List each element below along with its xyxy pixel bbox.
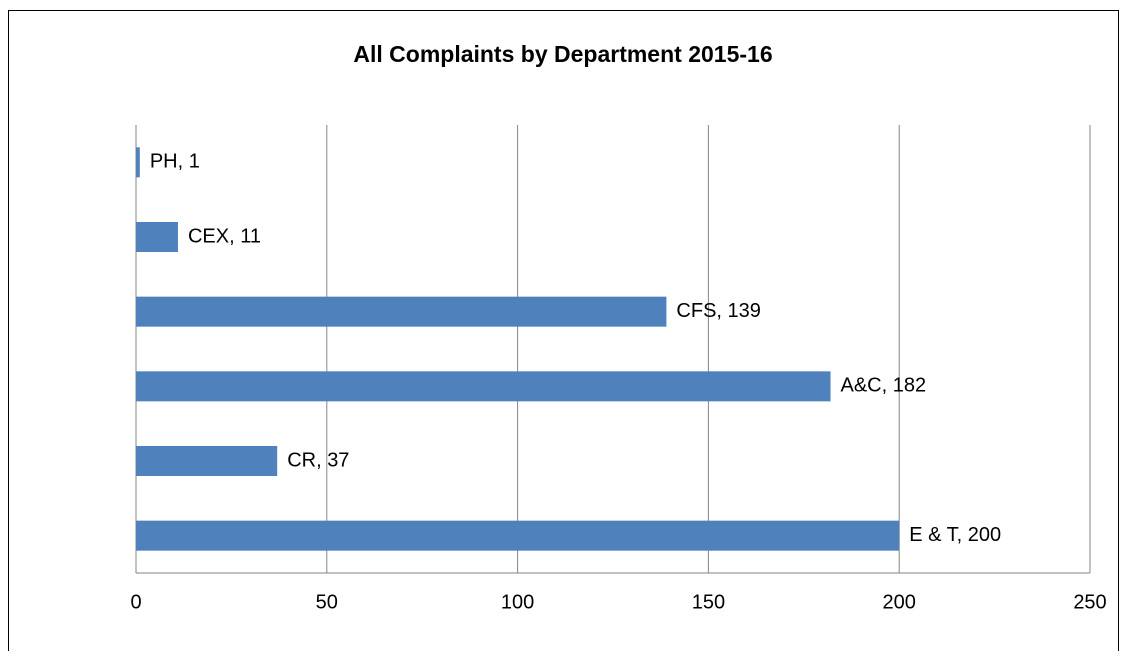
bar — [136, 446, 278, 476]
x-tick-label: 150 — [692, 591, 725, 613]
x-tick-label: 50 — [316, 591, 338, 613]
data-label: CEX, 11 — [188, 225, 261, 247]
data-label: PH, 1 — [150, 151, 200, 173]
bar — [136, 296, 667, 327]
bar — [136, 520, 900, 551]
bar — [136, 147, 140, 178]
data-label: CFS, 139 — [676, 300, 760, 322]
data-label: E & T, 200 — [909, 524, 1001, 546]
data-label: A&C, 182 — [841, 375, 927, 397]
x-tick-label: 250 — [1073, 591, 1106, 613]
chart-title: All Complaints by Department 2015-16 — [353, 41, 772, 67]
bar — [136, 222, 178, 252]
bar — [136, 371, 831, 402]
chart-frame — [8, 10, 1119, 656]
data-label: CR, 37 — [287, 449, 349, 471]
x-tick-label: 100 — [501, 591, 534, 613]
x-tick-label: 0 — [130, 591, 141, 613]
x-tick-label: 200 — [883, 591, 916, 613]
